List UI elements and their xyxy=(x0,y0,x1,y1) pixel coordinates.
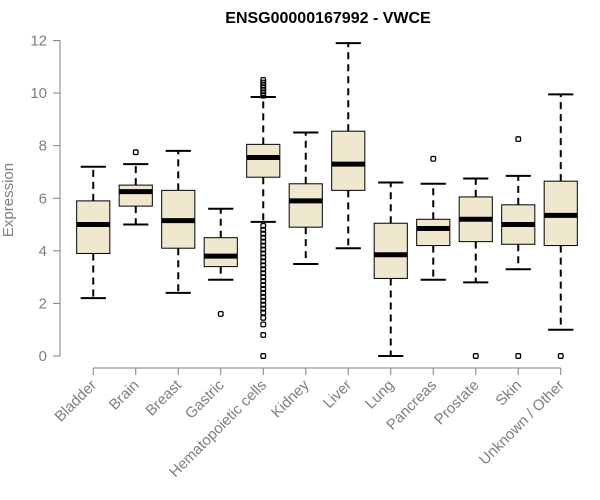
box-kidney xyxy=(288,131,323,265)
box-skin xyxy=(501,136,536,359)
outlier-point xyxy=(557,353,564,359)
y-tick-label: 12 xyxy=(30,33,47,50)
y-tick-label: 6 xyxy=(39,190,47,207)
x-tick-label: Kidney xyxy=(268,376,313,421)
iqr-box xyxy=(246,143,281,178)
outlier-point xyxy=(515,136,522,143)
iqr-box xyxy=(118,184,153,207)
x-tick-label: Bladder xyxy=(51,377,100,426)
outlier-point xyxy=(260,297,267,304)
box-hematopoietic-cells xyxy=(246,76,281,359)
outlier-point xyxy=(260,222,267,229)
outlier-point xyxy=(260,250,267,257)
outlier-point xyxy=(260,242,267,249)
outlier-point xyxy=(260,246,267,253)
box-breast xyxy=(161,149,196,294)
box-lung xyxy=(373,181,408,357)
outlier-point xyxy=(260,314,267,321)
y-axis: 0 2 4 6 8 10 12 xyxy=(30,33,61,365)
iqr-box xyxy=(203,237,238,268)
outlier-point xyxy=(260,321,267,328)
x-tick-label: Breast xyxy=(142,376,185,419)
outlier-point xyxy=(430,155,437,162)
y-tick-label: 10 xyxy=(30,85,47,102)
outlier-point xyxy=(132,149,139,156)
outlier-point xyxy=(515,353,522,359)
iqr-box xyxy=(288,183,323,228)
outlier-point xyxy=(260,258,267,265)
outlier-point xyxy=(260,262,267,269)
outlier-point xyxy=(260,92,267,99)
y-axis-label: Expression xyxy=(0,163,17,237)
outlier-point xyxy=(260,254,267,261)
outlier-point xyxy=(260,230,267,237)
y-tick-label: 4 xyxy=(39,243,47,260)
outlier-point xyxy=(260,226,267,233)
x-tick-label: Prostate xyxy=(431,377,483,429)
box-brain xyxy=(118,149,153,226)
outlier-point xyxy=(260,289,267,296)
outlier-point xyxy=(260,266,267,273)
x-tick-label: Liver xyxy=(320,377,355,412)
outlier-point xyxy=(260,274,267,281)
outlier-point xyxy=(260,270,267,277)
outlier-point xyxy=(260,278,267,285)
iqr-box xyxy=(331,130,366,191)
x-tick-label: Skin xyxy=(492,377,525,410)
outlier-point xyxy=(260,286,267,292)
boxes-group xyxy=(76,42,578,359)
outlier-point xyxy=(260,332,267,338)
chart-title: ENSG00000167992 - VWCE xyxy=(225,10,431,27)
iqr-box xyxy=(416,218,451,247)
outlier-point xyxy=(472,353,479,359)
x-tick-label: Lung xyxy=(362,377,398,413)
outlier-point xyxy=(260,234,267,241)
box-liver xyxy=(331,42,366,250)
outlier-point xyxy=(260,305,267,312)
iqr-box xyxy=(76,200,111,254)
outlier-point xyxy=(260,282,267,288)
outlier-point xyxy=(260,353,267,359)
y-tick-label: 8 xyxy=(39,138,47,155)
box-gastric xyxy=(203,207,238,317)
y-tick-label: 2 xyxy=(39,295,47,312)
outlier-point xyxy=(260,301,267,308)
outlier-point xyxy=(260,309,267,316)
box-prostate xyxy=(458,177,493,359)
outlier-point xyxy=(217,310,224,317)
box-unknown-other xyxy=(543,93,578,359)
outlier-point xyxy=(260,238,267,245)
iqr-box xyxy=(373,222,408,279)
y-tick-label: 0 xyxy=(39,348,47,365)
box-pancreas xyxy=(416,155,451,281)
x-tick-label: Brain xyxy=(106,377,143,414)
box-bladder xyxy=(76,165,111,300)
outlier-point xyxy=(260,293,267,300)
